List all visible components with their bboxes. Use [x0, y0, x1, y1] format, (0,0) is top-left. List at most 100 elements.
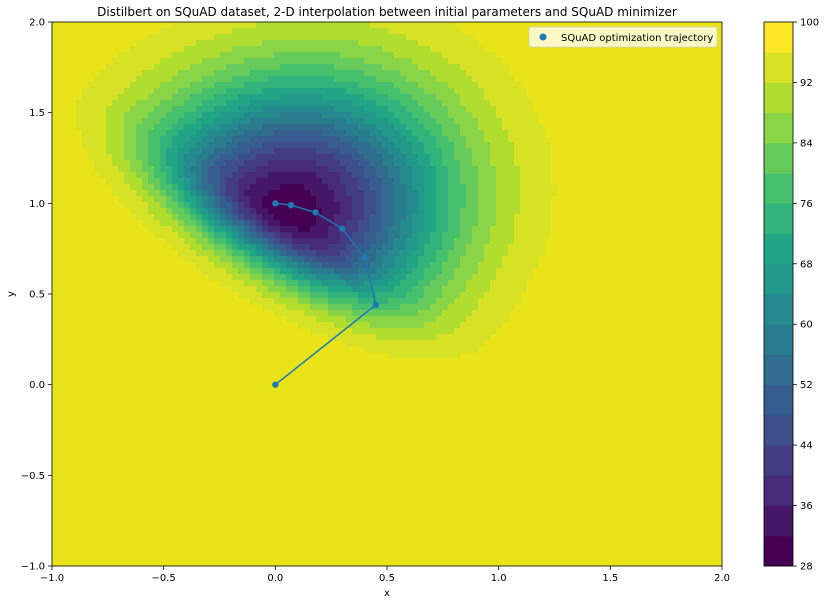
contour-cell: [358, 82, 365, 89]
contour-cell: [196, 100, 203, 107]
contour-cell: [316, 136, 323, 143]
contour-cell: [430, 226, 437, 233]
contour-cell: [208, 130, 215, 137]
contour-cell: [298, 226, 305, 233]
contour-cell: [184, 244, 191, 251]
contour-cell: [124, 94, 131, 101]
contour-cell: [370, 52, 377, 59]
contour-cell: [160, 208, 167, 215]
contour-cell: [166, 88, 173, 95]
contour-cell: [298, 100, 305, 107]
contour-cell: [310, 148, 317, 155]
contour-cell: [334, 214, 341, 221]
contour-cell: [502, 94, 509, 101]
contour-cell: [388, 136, 395, 143]
contour-cell: [388, 352, 395, 359]
contour-cell: [136, 178, 143, 185]
contour-cell: [466, 340, 473, 347]
contour-cell: [208, 232, 215, 239]
contour-cell: [142, 184, 149, 191]
contour-cell: [340, 28, 347, 35]
contour-cell: [472, 160, 479, 167]
contour-cell: [148, 172, 155, 179]
contour-cell: [382, 172, 389, 179]
contour-cell: [166, 76, 173, 83]
contour-cell: [358, 22, 365, 29]
contour-cell: [334, 196, 341, 203]
contour-cell: [202, 82, 209, 89]
contour-cell: [298, 274, 305, 281]
contour-cell: [400, 58, 407, 65]
contour-cell: [364, 136, 371, 143]
contour-cell: [370, 232, 377, 239]
y-tick-label: −1.0: [21, 562, 45, 573]
colorbar-band: [764, 445, 793, 476]
contour-cell: [442, 274, 449, 281]
contour-cell: [418, 310, 425, 317]
contour-cell: [262, 274, 269, 281]
contour-cell: [388, 304, 395, 311]
contour-cell: [466, 262, 473, 269]
contour-cell: [454, 274, 461, 281]
contour-cell: [292, 148, 299, 155]
contour-cell: [316, 280, 323, 287]
contour-cell: [316, 292, 323, 299]
contour-cell: [400, 274, 407, 281]
contour-cell: [406, 196, 413, 203]
contour-cell: [412, 76, 419, 83]
contour-cell: [358, 304, 365, 311]
contour-cell: [184, 178, 191, 185]
contour-cell: [460, 178, 467, 185]
contour-cell: [442, 244, 449, 251]
contour-cell: [358, 112, 365, 119]
contour-cell: [340, 262, 347, 269]
contour-cell: [514, 100, 521, 107]
contour-cell: [352, 22, 359, 29]
contour-cell: [430, 208, 437, 215]
contour-cell: [394, 40, 401, 47]
contour-cell: [292, 268, 299, 275]
contour-cell: [274, 250, 281, 257]
contour-cell: [280, 250, 287, 257]
contour-cell: [376, 268, 383, 275]
contour-cell: [436, 52, 443, 59]
contour-cell: [244, 244, 251, 251]
contour-cell: [184, 94, 191, 101]
contour-cell: [412, 202, 419, 209]
contour-cell: [238, 202, 245, 209]
contour-cell: [292, 244, 299, 251]
contour-cell: [520, 142, 527, 149]
contour-cell: [388, 202, 395, 209]
contour-cell: [508, 226, 515, 233]
contour-cell: [448, 46, 455, 53]
contour-cell: [304, 214, 311, 221]
contour-cell: [430, 70, 437, 77]
contour-cell: [136, 100, 143, 107]
contour-cell: [460, 184, 467, 191]
contour-cell: [520, 208, 527, 215]
contour-cell: [208, 250, 215, 257]
contour-cell: [118, 136, 125, 143]
contour-cell: [232, 286, 239, 293]
contour-cell: [298, 94, 305, 101]
contour-cell: [400, 124, 407, 131]
contour-cell: [352, 304, 359, 311]
contour-cell: [142, 160, 149, 167]
contour-cell: [244, 100, 251, 107]
contour-cell: [154, 184, 161, 191]
contour-cell: [496, 244, 503, 251]
contour-cell: [244, 64, 251, 71]
contour-cell: [136, 190, 143, 197]
contour-cell: [358, 292, 365, 299]
contour-cell: [298, 304, 305, 311]
contour-cell: [130, 112, 137, 119]
contour-cell: [274, 76, 281, 83]
contour-cell: [208, 214, 215, 221]
contour-cell: [334, 298, 341, 305]
contour-cell: [220, 232, 227, 239]
contour-cell: [478, 238, 485, 245]
contour-fill-layer: [76, 22, 557, 359]
contour-cell: [370, 334, 377, 341]
contour-cell: [496, 226, 503, 233]
contour-cell: [478, 334, 485, 341]
